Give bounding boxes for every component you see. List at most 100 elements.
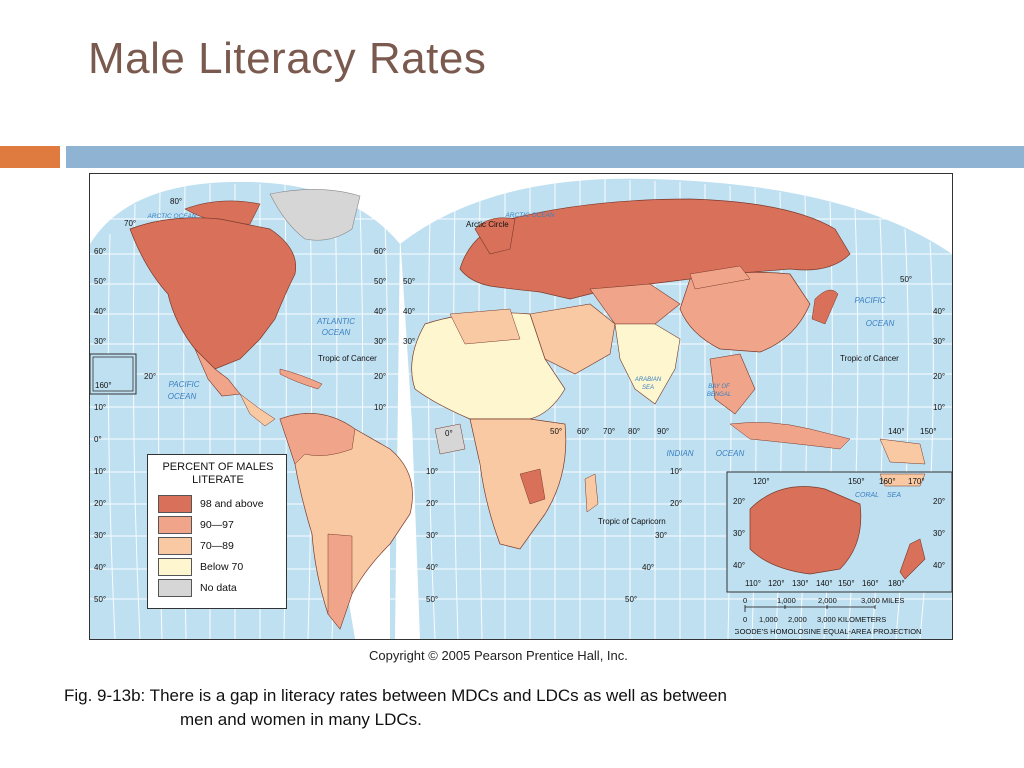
lat-tick: 30° [403, 337, 415, 346]
mongolia [689, 265, 751, 290]
lat-tick: 80° [170, 197, 182, 206]
scale-km-0: 0 [743, 615, 747, 624]
lat-tick: 0° [94, 435, 102, 444]
lat-tick: 10° [426, 467, 438, 476]
inset-tick: 130° [792, 579, 809, 588]
southeast-asia [709, 353, 756, 415]
south-america-cone [327, 533, 353, 630]
ocean-label: CORAL [855, 492, 879, 499]
africa-maghreb [449, 308, 521, 345]
legend-item: No data [158, 579, 283, 597]
inset-tick: 30° [733, 529, 745, 538]
ocean-label: INDIAN [666, 449, 693, 458]
figure-caption: Fig. 9-13b: There is a gap in literacy r… [64, 684, 964, 732]
legend-swatch-nodata [158, 579, 192, 597]
legend-label: No data [200, 582, 237, 594]
lat-tick: 30° [94, 337, 106, 346]
inset-ticks: 120° 150° 160° 170° 110° 120° 130° 140° … [733, 477, 945, 588]
ocean-labels: ARCTIC OCEAN ARCTIC OCEAN ATLANTIC OCEAN… [146, 212, 901, 499]
lon-tick: 50° [550, 427, 562, 436]
scale-mile-0: 0 [743, 596, 747, 605]
lat-tick: 30° [94, 531, 106, 540]
inset-tick: 20° [933, 497, 945, 506]
legend-label: Below 70 [200, 561, 244, 573]
inset-tick: 150° [848, 477, 865, 486]
caption-line-2: men and women in many LDCs. [180, 710, 422, 729]
lat-tick: 50° [94, 277, 106, 286]
indonesia [729, 422, 851, 450]
lat-tick: 20° [94, 499, 106, 508]
legend-swatch-70 [158, 537, 192, 555]
interruption-gap-atlantic [395, 234, 420, 639]
lon-tick: 140° [888, 427, 905, 436]
lat-tick: 40° [642, 563, 654, 572]
lat-tick: 20° [933, 372, 945, 381]
lon-tick: 70° [603, 427, 615, 436]
legend-label: 90—97 [200, 519, 234, 531]
lat-tick: 20° [144, 372, 156, 381]
lat-tick: 50° [900, 275, 912, 284]
ocean-label: SEA [642, 385, 654, 391]
map-legend: PERCENT OF MALES LITERATE 98 and above 9… [147, 454, 287, 609]
caption-line-1: Fig. 9-13b: There is a gap in literacy r… [64, 686, 728, 705]
south-ticks-mid: 10° 20° 30° 40° 50° [625, 467, 682, 604]
lat-tick: 40° [933, 307, 945, 316]
ocean-label: PACIFIC [855, 296, 886, 305]
lat-tick: 30° [426, 531, 438, 540]
lon-tick: 60° [577, 427, 589, 436]
inset-tick: 140° [816, 579, 833, 588]
lat-tick: 50° [426, 595, 438, 604]
south-asia [614, 323, 681, 405]
scale-km-label: 3,000 KILOMETERS [817, 615, 886, 624]
copyright: Copyright © 2005 Pearson Prentice Hall, … [369, 648, 628, 663]
ocean-label: PACIFIC [169, 380, 200, 389]
literacy-map: 80° 70° 60° 50° 40° 30° 20° 160° 10° 0° … [89, 173, 953, 640]
slide-title: Male Literacy Rates [88, 34, 487, 83]
australia-inset [726, 471, 952, 593]
lon-tick: 150° [920, 427, 937, 436]
inset-tick: 120° [753, 477, 770, 486]
lat-tick: 20° [374, 372, 386, 381]
inset-tick: 120° [768, 579, 785, 588]
inset-tick: 110° [745, 579, 761, 588]
lat-ticks-lobe2: 50° 40° 30° [403, 277, 415, 346]
lat-tick: 50° [94, 595, 106, 604]
madagascar [584, 473, 599, 513]
lon-tick: 80° [628, 427, 640, 436]
scandinavia [474, 217, 516, 255]
lat-ticks-right: 50° 40° 30° 20° 10° [900, 275, 945, 412]
lat-tick: 40° [426, 563, 438, 572]
legend-item: 98 and above [158, 495, 283, 513]
inset-tick: 160° [879, 477, 896, 486]
legend-item: 70—89 [158, 537, 283, 555]
lon-tick: 90° [657, 427, 669, 436]
inset-tick: 40° [733, 561, 745, 570]
lat-tick: 20° [426, 499, 438, 508]
lat-tick: 70° [124, 219, 136, 228]
ocean-label: OCEAN [716, 449, 745, 458]
south-america-north [279, 413, 356, 465]
scale-bar-graphic: 0 1,000 2,000 3,000 MILES 0 1,000 2,000 … [695, 596, 921, 636]
lat-tick: 50° [374, 277, 386, 286]
lat-tick: 10° [933, 403, 945, 412]
ocean-label: BENGAL [707, 392, 731, 398]
australia [749, 486, 862, 575]
arctic-circle-label: Arctic Circle [466, 220, 509, 229]
lat-tick: 0° [445, 429, 453, 438]
inset-tick: 30° [933, 529, 945, 538]
lat-ticks-mid: 60° 50° 40° 30° 20° 10° 0° 10° 20° 30° 4… [374, 247, 453, 604]
legend-swatch-90 [158, 516, 192, 534]
ocean-label: OCEAN [866, 319, 895, 328]
scale-km-1000: 1,000 [759, 615, 778, 624]
inset-tick: 180° [888, 579, 905, 588]
greenland [269, 189, 361, 241]
ocean-label: ATLANTIC [316, 317, 355, 326]
legend-title: PERCENT OF MALES LITERATE [162, 461, 274, 486]
lat-tick: 40° [374, 307, 386, 316]
lat-tick: 30° [655, 531, 667, 540]
lat-tick: 10° [374, 403, 386, 412]
tropic-cancer-label: Tropic of Cancer [318, 354, 377, 363]
scale-bar: 0 1,000 2,000 3,000 MILES 0 1,000 2,000 … [695, 594, 950, 638]
lat-tick: 40° [403, 307, 415, 316]
central-asia [589, 283, 681, 325]
